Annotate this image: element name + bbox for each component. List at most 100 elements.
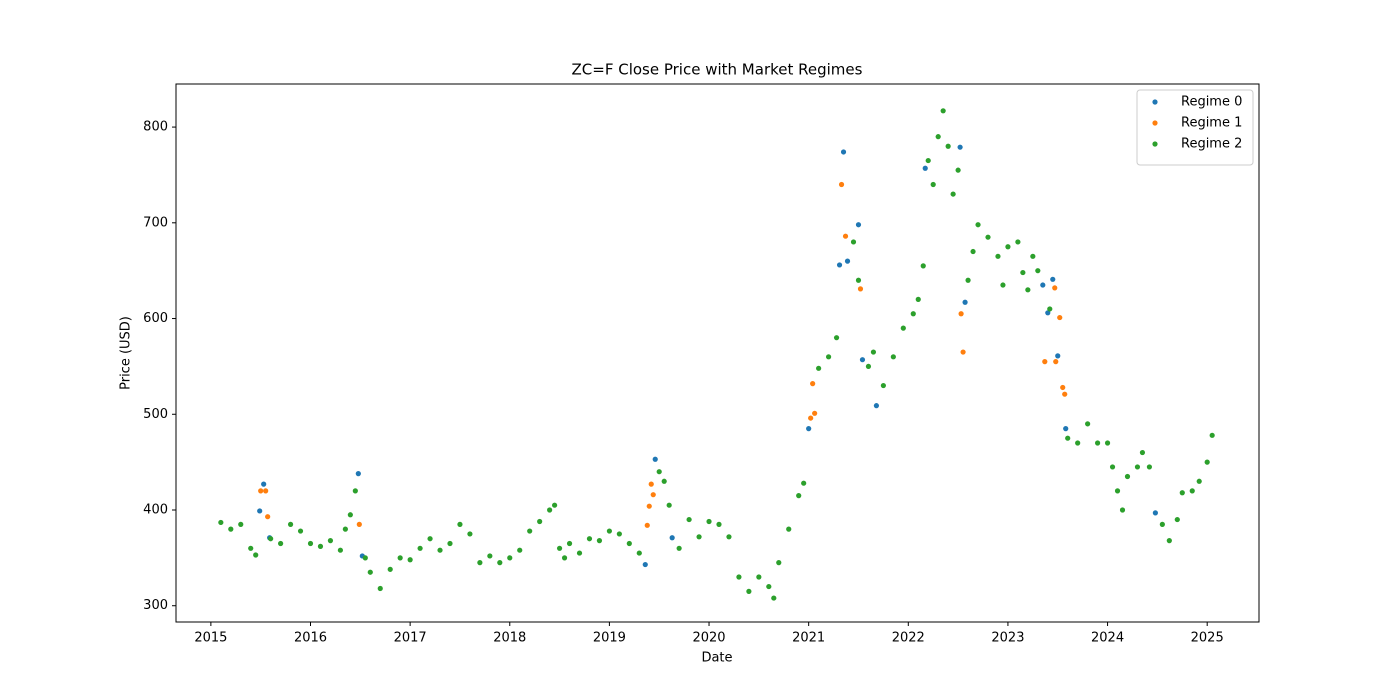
point	[1055, 353, 1061, 359]
point	[644, 522, 650, 528]
point	[842, 233, 849, 239]
point	[796, 493, 802, 499]
point	[636, 550, 642, 556]
point	[377, 585, 383, 592]
point	[1166, 538, 1172, 544]
point	[652, 456, 658, 462]
point	[355, 471, 361, 477]
point	[669, 535, 675, 541]
x-tick-label: 2016	[294, 631, 327, 646]
point	[816, 365, 822, 371]
point	[1104, 440, 1111, 446]
point	[487, 553, 493, 559]
x-axis-label: Date	[701, 651, 732, 666]
point	[1075, 440, 1081, 446]
point	[517, 547, 523, 553]
legend-label: Regime 0	[1181, 95, 1242, 110]
point	[552, 502, 558, 508]
point	[427, 536, 433, 542]
point	[995, 253, 1001, 259]
point	[1134, 464, 1141, 470]
point	[367, 569, 373, 575]
point	[930, 181, 936, 188]
point	[1047, 306, 1053, 312]
point	[1119, 507, 1126, 513]
point	[537, 518, 543, 525]
point	[263, 488, 269, 494]
point	[477, 560, 483, 566]
point	[962, 299, 968, 305]
point	[1139, 449, 1146, 456]
point	[646, 503, 652, 509]
point	[766, 583, 772, 590]
x-tick-label: 2021	[792, 631, 825, 646]
point	[1209, 432, 1215, 438]
point	[1015, 239, 1021, 245]
point	[890, 354, 896, 360]
chart-title: ZC=F Close Price with Market Regimes	[572, 61, 863, 79]
point	[873, 403, 880, 409]
point	[1094, 440, 1101, 446]
y-tick-label: 300	[143, 598, 168, 613]
point	[342, 526, 348, 532]
legend-marker	[1152, 141, 1158, 147]
point	[855, 277, 862, 283]
point	[261, 481, 267, 487]
point	[248, 545, 254, 551]
x-tick-label: 2017	[394, 631, 427, 646]
y-tick-label: 700	[143, 215, 168, 230]
point	[561, 555, 568, 561]
point	[850, 239, 857, 245]
point	[808, 415, 814, 421]
point	[1030, 253, 1036, 259]
point	[736, 574, 742, 580]
legend-label: Regime 1	[1181, 116, 1242, 131]
point	[317, 543, 324, 549]
point	[257, 508, 263, 514]
point	[776, 560, 782, 566]
point	[507, 555, 513, 561]
point	[771, 595, 777, 601]
point	[650, 492, 656, 498]
point	[278, 540, 284, 547]
point	[253, 552, 259, 558]
point	[1159, 521, 1165, 527]
point	[1196, 478, 1202, 484]
point	[362, 555, 368, 561]
point	[586, 536, 593, 542]
point	[922, 165, 928, 171]
point	[855, 222, 862, 228]
point	[356, 521, 362, 527]
point	[228, 526, 234, 532]
point	[616, 531, 622, 537]
point	[417, 545, 423, 551]
point	[957, 144, 963, 150]
point	[726, 534, 732, 540]
point	[258, 488, 264, 494]
point	[497, 560, 503, 566]
point	[1124, 473, 1131, 480]
point	[307, 540, 314, 547]
point	[915, 296, 921, 302]
point	[756, 574, 762, 580]
point	[833, 335, 840, 341]
point	[327, 538, 334, 544]
point	[940, 108, 946, 114]
point	[686, 516, 692, 523]
point	[812, 410, 818, 416]
y-tick-label: 800	[143, 120, 168, 135]
point	[935, 134, 941, 140]
point	[566, 540, 573, 547]
point	[661, 478, 667, 484]
point	[1045, 310, 1051, 316]
point	[859, 357, 866, 363]
point	[1040, 282, 1046, 288]
point	[1000, 282, 1006, 288]
point	[447, 540, 453, 547]
point	[606, 528, 612, 534]
point	[975, 222, 981, 228]
point	[1065, 435, 1071, 441]
point	[337, 547, 343, 553]
point	[268, 536, 274, 542]
